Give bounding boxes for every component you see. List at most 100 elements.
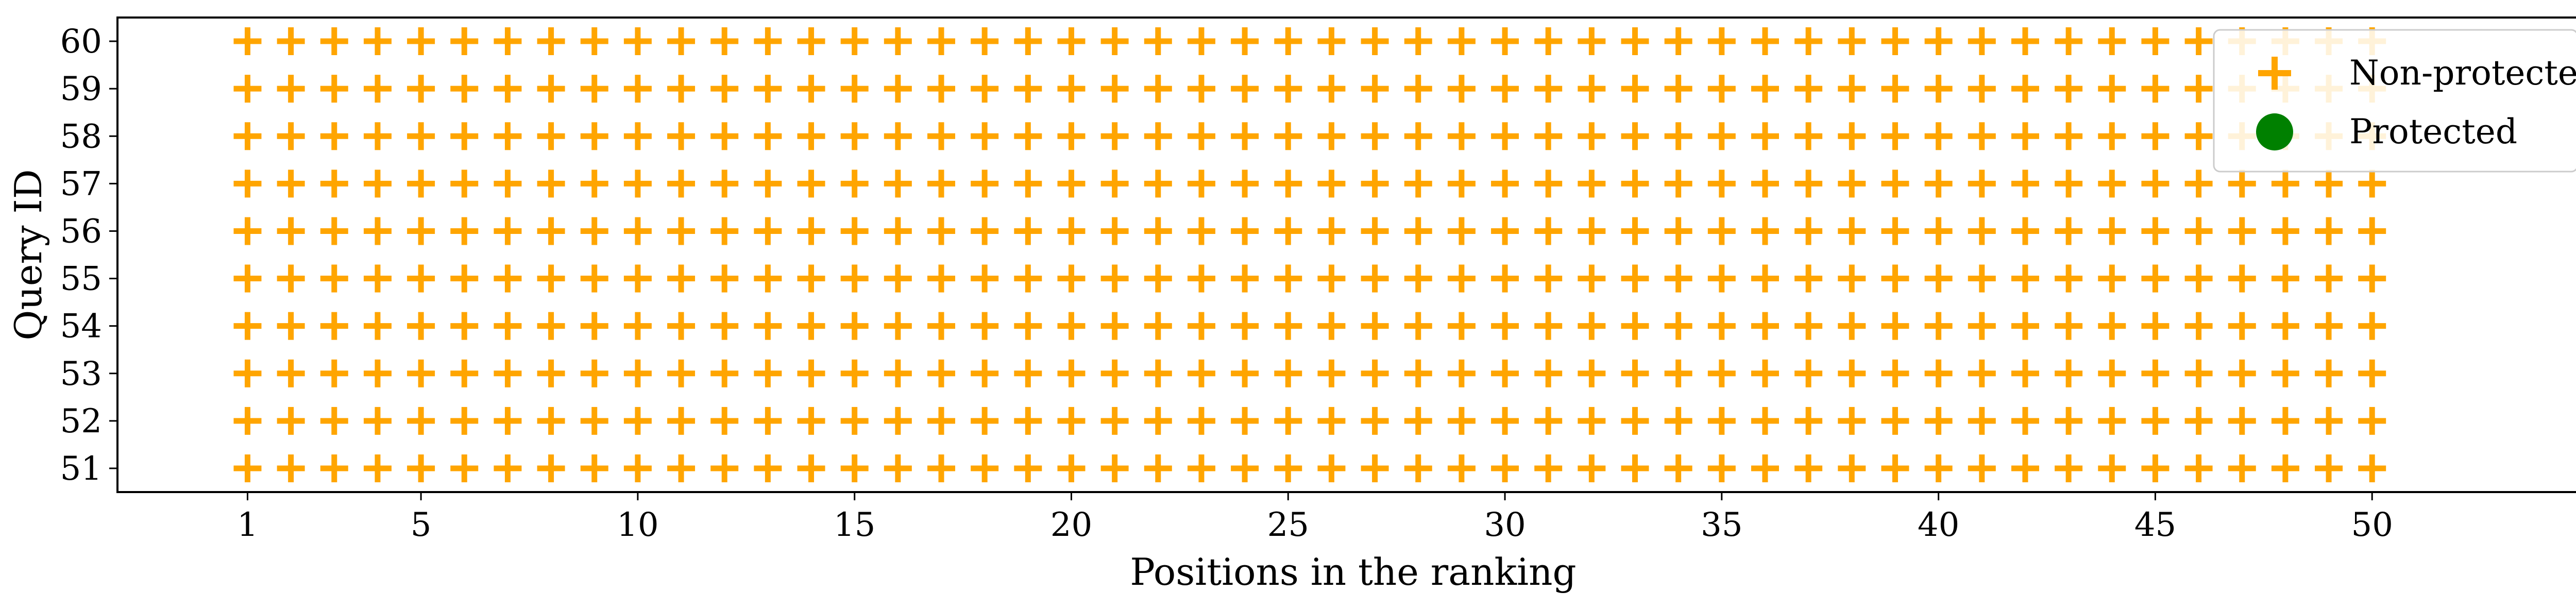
plus-marker — [754, 170, 782, 198]
plus-marker — [1491, 75, 1519, 103]
plus-marker — [407, 359, 435, 387]
plus-marker — [494, 264, 522, 293]
plus-marker — [1317, 312, 1346, 340]
plus-marker — [450, 122, 479, 150]
plus-marker — [1014, 217, 1042, 245]
plus-marker — [1578, 170, 1606, 198]
plus-marker — [1924, 454, 1953, 482]
plus-marker — [277, 454, 305, 482]
plus-marker — [1317, 122, 1346, 150]
plus-marker — [1924, 407, 1953, 435]
plus-marker — [1100, 454, 1129, 482]
plus-marker — [1057, 217, 1086, 245]
plus-marker — [710, 217, 739, 245]
plus-marker — [2011, 454, 2039, 482]
x-tick-label: 35 — [1701, 506, 1742, 544]
plus-marker — [1187, 75, 1215, 103]
plus-marker — [971, 27, 999, 56]
plus-marker — [667, 27, 696, 56]
plus-marker — [407, 454, 435, 482]
plus-marker — [1881, 264, 1909, 293]
plus-marker — [2315, 454, 2343, 482]
plus-marker — [1491, 27, 1519, 56]
plus-marker — [320, 264, 348, 293]
plus-marker — [1578, 264, 1606, 293]
plus-marker — [710, 407, 739, 435]
plus-marker — [1968, 264, 1996, 293]
plus-marker — [1664, 170, 1692, 198]
plus-marker — [2098, 407, 2126, 435]
plus-marker — [2315, 217, 2343, 245]
plus-marker — [1057, 264, 1086, 293]
plus-marker — [2098, 27, 2126, 56]
plus-marker — [840, 359, 869, 387]
plus-marker — [1144, 170, 1172, 198]
plus-marker — [2358, 312, 2386, 340]
plus-marker — [1881, 27, 1909, 56]
plus-marker — [927, 264, 955, 293]
plus-marker — [1404, 454, 1432, 482]
plus-marker — [1491, 359, 1519, 387]
plus-marker — [1317, 264, 1346, 293]
y-tick-label: 54 — [60, 308, 102, 346]
plus-marker — [494, 312, 522, 340]
plus-marker — [623, 27, 652, 56]
plus-marker — [1838, 122, 1866, 150]
plus-marker — [580, 75, 608, 103]
plus-marker — [277, 122, 305, 150]
plus-marker — [927, 170, 955, 198]
plus-marker — [580, 217, 608, 245]
plus-marker — [580, 312, 608, 340]
plus-marker — [277, 27, 305, 56]
plus-marker — [2228, 359, 2256, 387]
plus-marker — [233, 407, 262, 435]
plus-marker — [450, 454, 479, 482]
plus-marker — [407, 264, 435, 293]
plus-marker — [623, 264, 652, 293]
plus-marker — [1968, 170, 1996, 198]
plus-marker — [840, 75, 869, 103]
plus-marker — [407, 407, 435, 435]
plus-marker — [710, 75, 739, 103]
plus-marker — [2011, 359, 2039, 387]
plus-marker — [450, 170, 479, 198]
plus-marker — [2141, 407, 2170, 435]
plus-marker — [2271, 170, 2299, 198]
plus-marker — [2184, 407, 2213, 435]
plus-marker — [710, 359, 739, 387]
plus-marker — [2358, 170, 2386, 198]
plus-marker — [1144, 407, 1172, 435]
plus-marker — [1838, 170, 1866, 198]
plus-marker — [840, 312, 869, 340]
y-tick-label: 55 — [60, 260, 102, 298]
plus-marker — [971, 170, 999, 198]
plus-marker — [2011, 75, 2039, 103]
plus-marker — [2271, 359, 2299, 387]
plus-marker — [1881, 170, 1909, 198]
plus-marker — [2184, 454, 2213, 482]
plus-marker — [2141, 359, 2170, 387]
plus-marker — [1404, 170, 1432, 198]
plus-marker — [840, 217, 869, 245]
plus-marker — [1968, 217, 1996, 245]
plus-marker — [1057, 27, 1086, 56]
plus-marker — [754, 75, 782, 103]
plus-marker — [797, 359, 825, 387]
plus-marker — [1664, 454, 1692, 482]
plus-marker — [1968, 407, 1996, 435]
y-tick-label: 59 — [60, 70, 102, 108]
plus-marker — [710, 312, 739, 340]
plus-marker — [1534, 454, 1563, 482]
plus-marker — [1664, 264, 1692, 293]
plus-marker — [363, 170, 392, 198]
plus-marker — [537, 407, 565, 435]
plus-marker — [1404, 217, 1432, 245]
plus-marker — [2055, 75, 2083, 103]
plus-marker — [1621, 27, 1649, 56]
plus-marker — [2011, 27, 2039, 56]
plus-marker — [797, 407, 825, 435]
plus-marker — [754, 454, 782, 482]
plus-marker — [363, 27, 392, 56]
plus-marker — [2055, 312, 2083, 340]
legend-box — [2213, 29, 2576, 173]
